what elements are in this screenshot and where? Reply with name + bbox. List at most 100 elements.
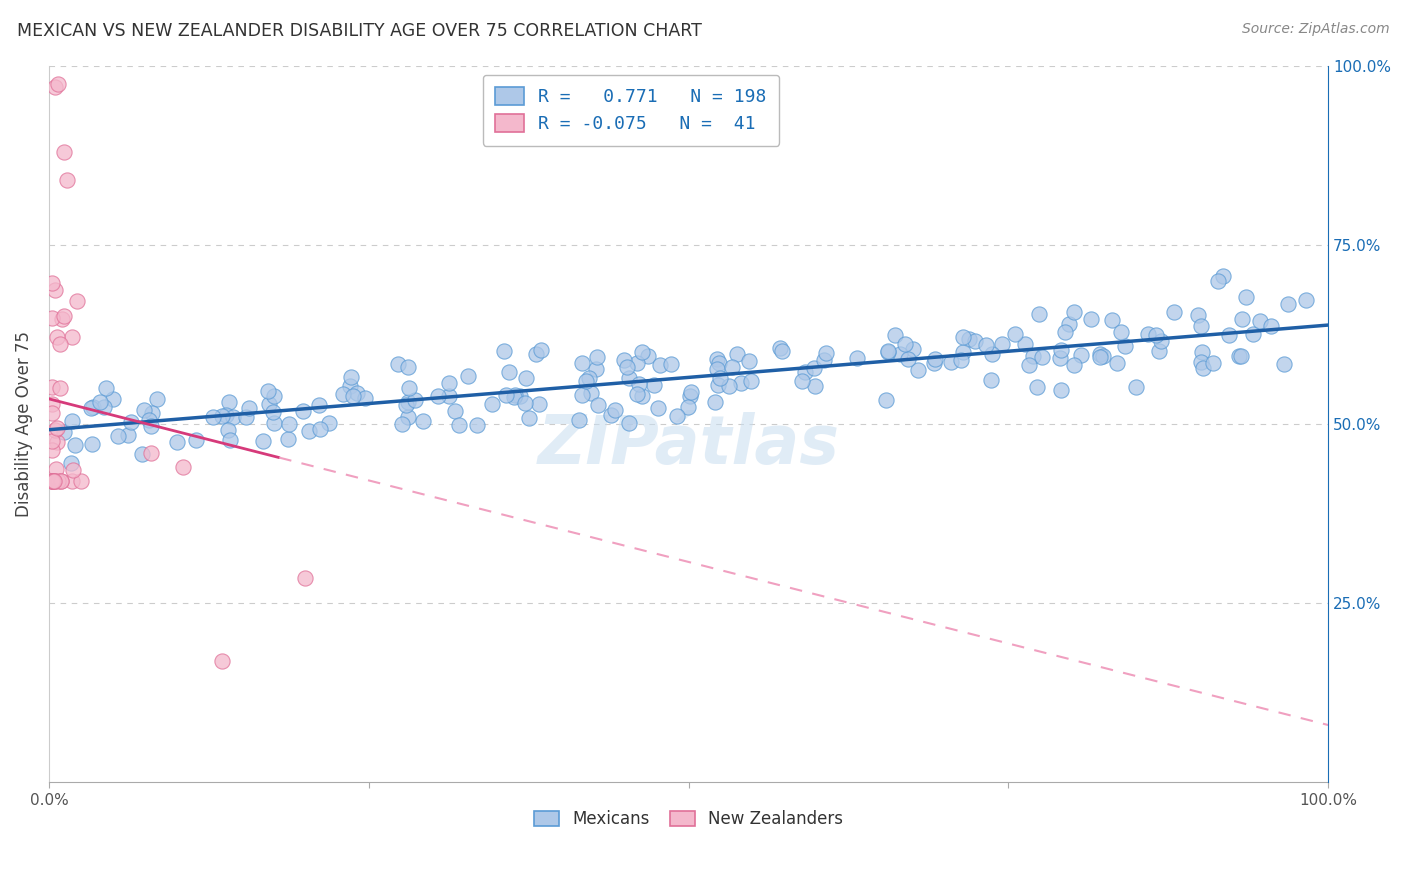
Point [41, 475, 63, 489]
Point [1018, 358, 1040, 372]
Point [1149, 343, 1171, 358]
Text: ZIPátlas: ZIPátlas [537, 412, 839, 478]
Point [571, 356, 593, 370]
Point [1218, 328, 1240, 343]
Point [201, 410, 224, 425]
Point [949, 352, 972, 367]
Point [706, 351, 728, 366]
Point [571, 388, 593, 402]
Point [768, 341, 790, 355]
Point [141, 419, 163, 434]
Point [52, 425, 75, 439]
Point [1031, 350, 1053, 364]
Point [1054, 325, 1077, 339]
Point [1144, 327, 1167, 342]
Point [991, 337, 1014, 351]
Point [437, 376, 460, 391]
Point [46, 421, 69, 435]
Point [117, 428, 139, 442]
Point [529, 396, 551, 410]
Point [650, 358, 672, 372]
Point [730, 376, 752, 391]
Point [211, 653, 233, 667]
Point [503, 390, 526, 404]
Point [444, 404, 467, 418]
Point [517, 411, 540, 425]
Point [1088, 350, 1111, 364]
Point [339, 378, 361, 392]
Point [725, 347, 748, 361]
Point [66, 293, 89, 308]
Point [495, 388, 517, 402]
Point [396, 409, 419, 424]
Point [41, 475, 63, 489]
Point [46, 330, 69, 344]
Point [897, 352, 920, 367]
Y-axis label: Disability Age Over 75: Disability Age Over 75 [15, 331, 32, 517]
Point [721, 360, 744, 375]
Point [1241, 326, 1264, 341]
Point [524, 347, 547, 361]
Point [141, 445, 163, 459]
Point [876, 345, 898, 359]
Point [903, 343, 925, 357]
Point [449, 417, 471, 432]
Point [60, 330, 83, 344]
Point [252, 434, 274, 449]
Point [568, 413, 591, 427]
Point [60, 475, 83, 489]
Point [707, 356, 730, 370]
Point [294, 571, 316, 585]
Point [619, 417, 641, 431]
Point [51, 312, 73, 326]
Point [235, 410, 257, 425]
Point [1136, 326, 1159, 341]
Point [308, 398, 330, 412]
Point [298, 424, 321, 438]
Point [41, 475, 63, 489]
Point [665, 409, 688, 423]
Point [391, 417, 413, 431]
Point [1212, 269, 1234, 284]
Point [1111, 325, 1133, 339]
Point [387, 357, 409, 371]
Point [1260, 319, 1282, 334]
Point [44, 80, 66, 95]
Point [309, 422, 332, 436]
Point [503, 388, 526, 402]
Point [46, 475, 69, 489]
Point [875, 392, 897, 407]
Point [332, 386, 354, 401]
Point [1187, 309, 1209, 323]
Point [1063, 358, 1085, 372]
Point [1227, 349, 1250, 363]
Point [600, 408, 623, 422]
Point [107, 429, 129, 443]
Point [494, 344, 516, 359]
Point [1092, 349, 1115, 363]
Point [1105, 356, 1128, 370]
Point [219, 433, 242, 447]
Point [262, 405, 284, 419]
Point [498, 366, 520, 380]
Point [41, 434, 63, 449]
Point [1004, 327, 1026, 342]
Point [217, 423, 239, 437]
Point [398, 395, 420, 409]
Point [679, 389, 702, 403]
Point [396, 359, 419, 374]
Point [1101, 313, 1123, 327]
Point [89, 395, 111, 409]
Point [263, 389, 285, 403]
Point [581, 385, 603, 400]
Point [41, 276, 63, 290]
Point [44, 423, 66, 437]
Point [1163, 305, 1185, 319]
Point [957, 332, 980, 346]
Point [215, 408, 238, 422]
Point [53, 145, 76, 159]
Point [46, 434, 69, 449]
Point [952, 345, 974, 359]
Point [146, 392, 169, 406]
Point [1049, 383, 1071, 397]
